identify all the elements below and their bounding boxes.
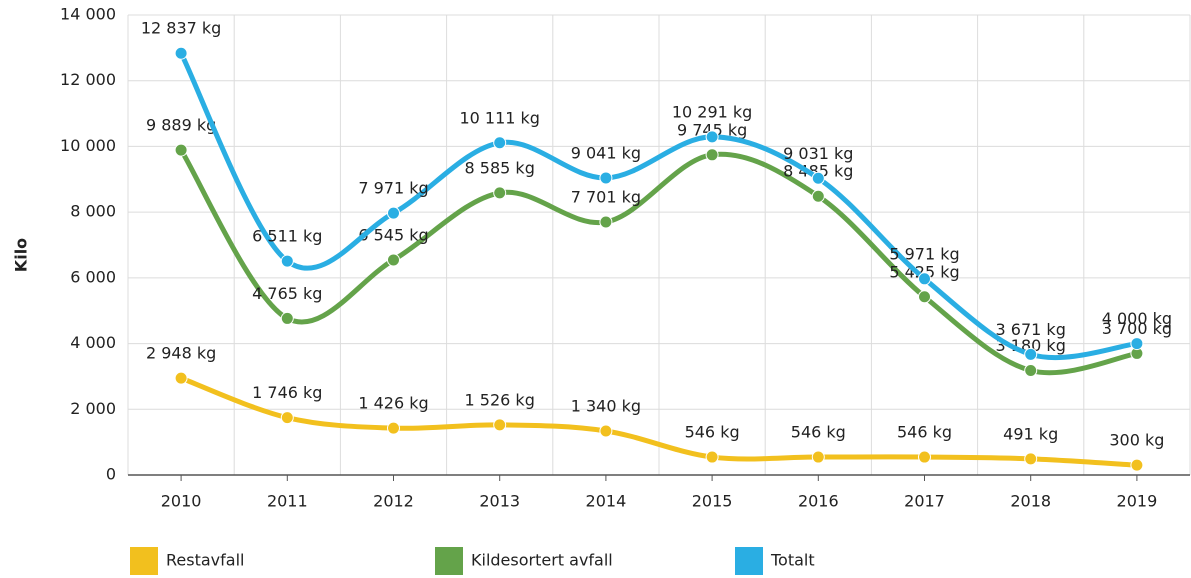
data-label: 1 426 kg	[358, 394, 428, 413]
x-tick-label: 2016	[798, 492, 839, 511]
data-label: 6 511 kg	[252, 227, 322, 246]
point	[599, 215, 613, 229]
data-label: 9 745 kg	[677, 120, 747, 139]
data-label: 3 700 kg	[1102, 319, 1172, 338]
point	[174, 46, 188, 60]
data-label: 10 111 kg	[459, 108, 540, 127]
point	[1024, 347, 1038, 361]
data-label: 5 971 kg	[889, 244, 959, 263]
data-label: 6 545 kg	[358, 225, 428, 244]
x-tick-label: 2019	[1117, 492, 1158, 511]
data-label: 546 kg	[685, 423, 740, 442]
point	[280, 411, 294, 425]
point	[174, 143, 188, 157]
x-tick-label: 2015	[692, 492, 733, 511]
data-label: 9 889 kg	[146, 116, 216, 135]
point	[1024, 364, 1038, 378]
y-tick-label: 6 000	[70, 267, 116, 286]
legend-label: Totalt	[770, 551, 815, 570]
data-label: 1 340 kg	[571, 396, 641, 415]
y-tick-label: 0	[106, 465, 116, 484]
x-tick-label: 2014	[586, 492, 627, 511]
data-label: 7 971 kg	[358, 179, 428, 198]
legend-label: Kildesortert avfall	[471, 551, 613, 570]
point	[918, 290, 931, 304]
point	[387, 421, 400, 435]
y-axis-label: Kilo	[12, 238, 31, 272]
point	[493, 136, 507, 150]
x-tick-label: 2017	[904, 492, 945, 511]
y-tick-label: 8 000	[70, 202, 116, 221]
data-label: 1 746 kg	[252, 383, 322, 402]
point	[705, 148, 719, 162]
point	[493, 418, 507, 432]
y-tick-label: 4 000	[70, 333, 116, 352]
y-tick-label: 12 000	[60, 70, 116, 89]
data-label: 3 180 kg	[996, 336, 1066, 355]
data-label: 10 291 kg	[672, 102, 753, 121]
point	[811, 189, 825, 203]
data-label: 491 kg	[1003, 424, 1058, 443]
data-label: 12 837 kg	[141, 19, 222, 38]
point	[599, 424, 613, 438]
point	[705, 130, 719, 144]
x-tick-label: 2013	[479, 492, 520, 511]
point	[1130, 458, 1144, 472]
data-label: 546 kg	[897, 423, 952, 442]
legend-swatch	[130, 547, 158, 575]
point	[705, 450, 719, 464]
data-label: 3 671 kg	[996, 320, 1066, 339]
point	[599, 171, 613, 185]
y-tick-label: 10 000	[60, 136, 116, 155]
series-line	[178, 147, 1140, 376]
x-tick-label: 2012	[373, 492, 414, 511]
data-label: 5 425 kg	[889, 262, 959, 281]
point	[811, 450, 825, 464]
point	[1024, 452, 1038, 466]
data-label: 546 kg	[791, 423, 846, 442]
data-label: 4 765 kg	[252, 284, 322, 303]
point	[811, 171, 825, 185]
point	[1130, 337, 1144, 351]
point	[280, 254, 294, 268]
legend-swatch	[435, 547, 463, 575]
x-tick-label: 2018	[1010, 492, 1051, 511]
data-label: 2 948 kg	[146, 344, 216, 363]
y-tick-label: 2 000	[70, 399, 116, 418]
point	[918, 450, 931, 464]
x-tick-label: 2011	[267, 492, 308, 511]
series-line	[178, 375, 1140, 468]
point	[387, 253, 400, 267]
x-tick-label: 2010	[161, 492, 202, 511]
data-label: 1 526 kg	[465, 390, 535, 409]
point	[280, 311, 294, 325]
data-label: 7 701 kg	[571, 187, 641, 206]
data-label: 4 000 kg	[1102, 309, 1172, 328]
y-tick-label: 14 000	[60, 5, 116, 24]
legend-label: Restavfall	[166, 551, 244, 570]
point	[918, 272, 931, 286]
point	[493, 186, 507, 200]
data-label: 9 031 kg	[783, 144, 853, 163]
legend-swatch	[735, 547, 763, 575]
data-label: 9 041 kg	[571, 143, 641, 162]
series-line	[178, 50, 1140, 361]
data-label: 300 kg	[1109, 431, 1164, 450]
data-label: 8 585 kg	[465, 158, 535, 177]
point	[174, 371, 188, 385]
point	[387, 206, 400, 220]
